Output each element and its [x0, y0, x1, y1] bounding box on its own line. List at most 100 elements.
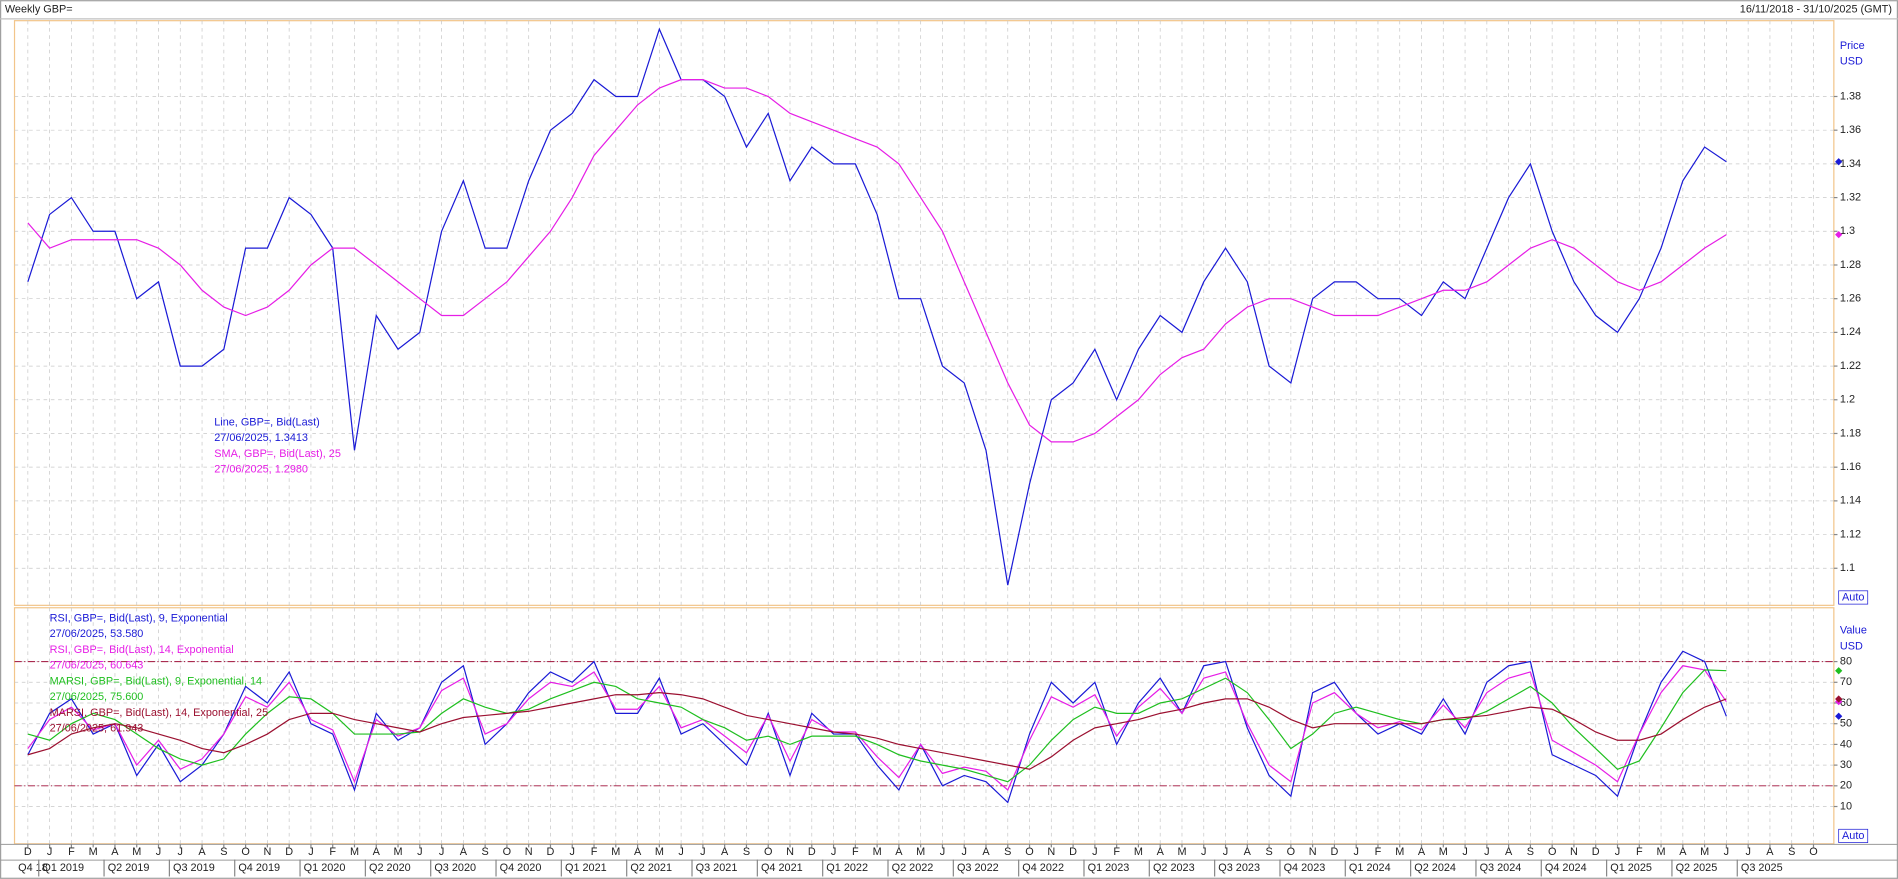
legend-last-value: 27/06/2025, 61.943	[50, 723, 144, 735]
last-value-marker	[1835, 695, 1843, 703]
legend-name: SMA, GBP=, Bid(Last), 25	[214, 448, 341, 460]
quarter-label: Q1 2021	[565, 862, 607, 874]
legend-name: Line, GBP=, Bid(Last)	[214, 416, 319, 428]
quarter-label: Q2 2019	[108, 862, 150, 874]
quarter-label: Q3 2022	[957, 862, 999, 874]
x-tick-label: N	[263, 846, 271, 858]
x-tick-label: D	[1592, 846, 1600, 858]
legend-last-value: 27/06/2025, 1.3413	[214, 432, 308, 444]
y-tick-label: 20	[1840, 780, 1852, 792]
quarter-label: Q4 2023	[1284, 862, 1326, 874]
x-tick-label: D	[1330, 846, 1338, 858]
x-tick-label: M	[89, 846, 98, 858]
x-tick-label: A	[1418, 846, 1426, 858]
x-tick-label: D	[1069, 846, 1077, 858]
quarter-label: Q4 18	[18, 862, 48, 874]
legend-name: RSI, GBP=, Bid(Last), 14, Exponential	[50, 644, 234, 656]
chart-title: Weekly GBP=	[5, 4, 73, 16]
legend-last-value: 27/06/2025, 1.2980	[214, 464, 308, 476]
x-tick-label: D	[24, 846, 32, 858]
x-tick-label: J	[1462, 846, 1467, 858]
quarter-label: Q2 2025	[1676, 862, 1718, 874]
x-tick-label: A	[634, 846, 642, 858]
y-tick-label: 60	[1840, 697, 1852, 709]
last-value-marker	[1835, 231, 1843, 239]
scale-button-label[interactable]: Auto	[1842, 591, 1864, 603]
quarter-label: Q4 2021	[761, 862, 803, 874]
x-tick-label: J	[1353, 846, 1358, 858]
y-tick-label: 1.28	[1840, 259, 1861, 271]
x-tick-label: A	[198, 846, 206, 858]
x-tick-label: M	[1700, 846, 1709, 858]
x-tick-label: O	[1548, 846, 1556, 858]
x-tick-label: J	[156, 846, 161, 858]
x-tick-label: A	[1679, 846, 1687, 858]
x-tick-label: M	[350, 846, 359, 858]
quarter-label: Q2 2022	[892, 862, 934, 874]
legend-name: RSI, GBP=, Bid(Last), 9, Exponential	[50, 613, 228, 625]
quarter-label: Q2 2023	[1153, 862, 1195, 874]
quarter-label: Q4 2024	[1545, 862, 1587, 874]
x-tick-label: J	[417, 846, 422, 858]
x-tick-label: A	[721, 846, 729, 858]
x-tick-label: F	[591, 846, 598, 858]
x-tick-label: M	[1395, 846, 1404, 858]
x-tick-label: M	[1134, 846, 1143, 858]
quarter-label: Q1 2019	[42, 862, 84, 874]
x-tick-label: J	[700, 846, 705, 858]
x-tick-label: M	[916, 846, 925, 858]
y-tick-label: 50	[1840, 718, 1852, 730]
axis-label: USD	[1840, 56, 1863, 68]
x-tick-label: M	[1439, 846, 1448, 858]
quarter-label: Q1 2024	[1349, 862, 1391, 874]
x-tick-label: J	[47, 846, 52, 858]
y-tick-label: 1.36	[1840, 124, 1861, 136]
x-tick-label: M	[1177, 846, 1186, 858]
x-tick-label: N	[525, 846, 533, 858]
x-tick-label: M	[132, 846, 141, 858]
x-tick-label: O	[1809, 846, 1817, 858]
scale-button-label[interactable]: Auto	[1842, 830, 1864, 842]
legend-last-value: 27/06/2025, 60.643	[50, 660, 144, 672]
y-tick-label: 1.3	[1840, 225, 1855, 237]
legend-last-value: 27/06/2025, 75.600	[50, 691, 144, 703]
x-tick-label: J	[1223, 846, 1228, 858]
x-tick-label: S	[220, 846, 227, 858]
scale-button[interactable]	[1838, 590, 1869, 605]
x-tick-label: S	[1527, 846, 1534, 858]
x-tick-label: J	[1745, 846, 1750, 858]
y-tick-label: 1.18	[1840, 427, 1861, 439]
x-tick-label: N	[1047, 846, 1055, 858]
x-tick-label: N	[786, 846, 794, 858]
x-tick-label: J	[439, 846, 444, 858]
x-tick-label: M	[655, 846, 664, 858]
x-tick-label: A	[111, 846, 119, 858]
x-tick-label: A	[460, 846, 468, 858]
axis-label: Value	[1840, 625, 1867, 637]
x-tick-label: S	[743, 846, 750, 858]
x-tick-label: O	[1025, 846, 1033, 858]
x-tick-label: J	[961, 846, 966, 858]
x-tick-label: A	[1505, 846, 1513, 858]
quarter-label: Q1 2023	[1088, 862, 1130, 874]
legend-last-value: 27/06/2025, 53.580	[50, 628, 144, 640]
scale-button[interactable]	[1838, 828, 1869, 843]
legend-name: MARSI, GBP=, Bid(Last), 14, Exponential,…	[50, 707, 269, 719]
series-line	[27, 692, 1727, 770]
x-tick-label: A	[1244, 846, 1252, 858]
quarter-label: Q4 2020	[500, 862, 542, 874]
x-tick-label: N	[1309, 846, 1317, 858]
x-tick-label: F	[329, 846, 336, 858]
x-tick-label: O	[503, 846, 511, 858]
series-line	[27, 79, 1727, 443]
last-value-marker	[1835, 667, 1843, 675]
indicator-panel-frame	[13, 607, 1835, 845]
quarter-label: Q4 2019	[238, 862, 280, 874]
x-tick-label: M	[1657, 846, 1666, 858]
x-tick-label: S	[1004, 846, 1011, 858]
x-tick-label: J	[308, 846, 313, 858]
legend-name: MARSI, GBP=, Bid(Last), 9, Exponential, …	[50, 675, 262, 687]
